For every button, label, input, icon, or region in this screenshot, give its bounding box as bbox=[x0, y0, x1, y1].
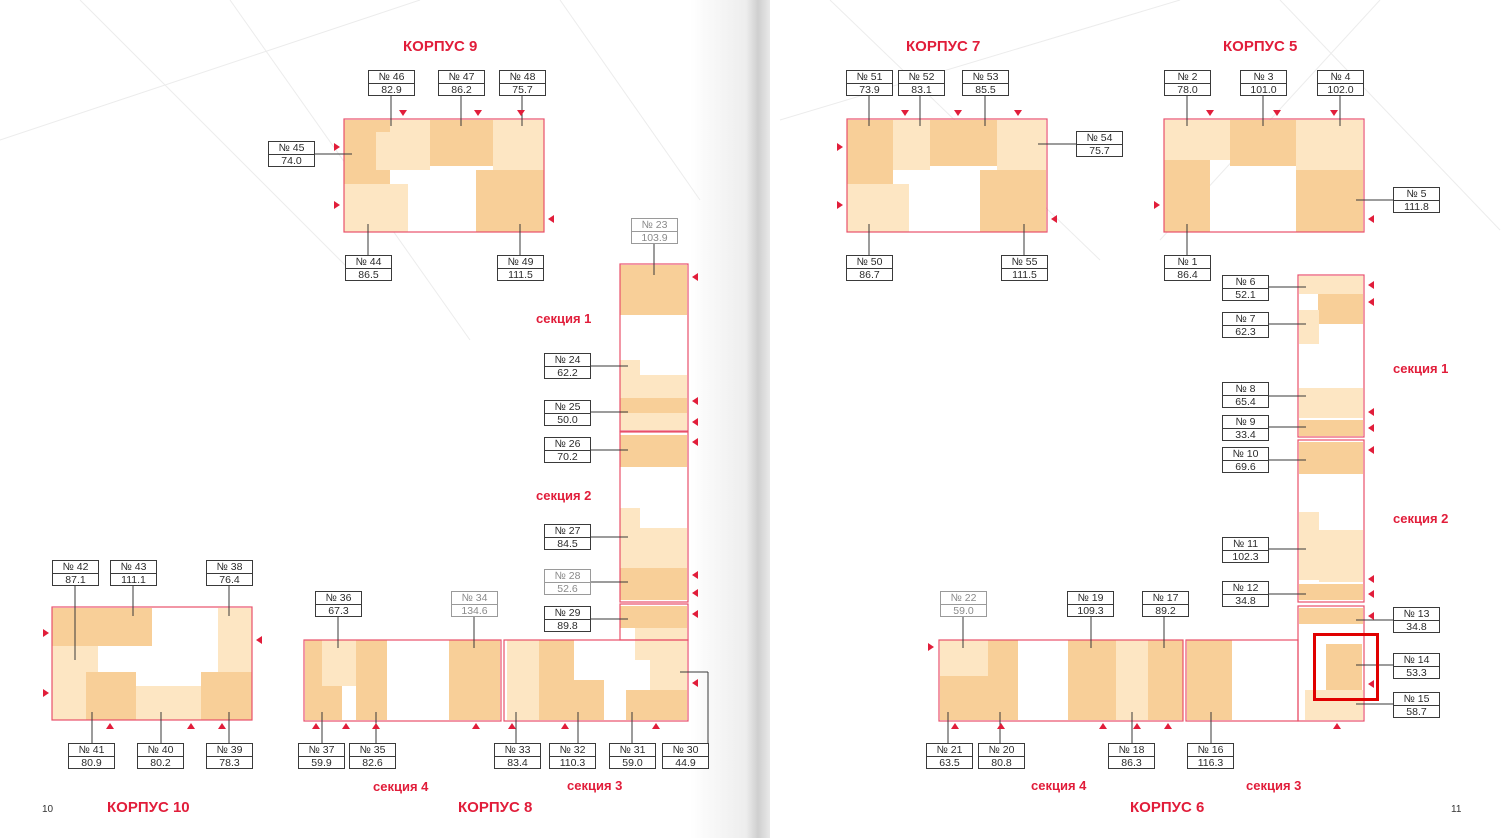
apartment-label-3[interactable]: № 3 101.0 bbox=[1240, 70, 1287, 96]
building-8-section-3: секция 3 bbox=[567, 778, 623, 793]
apartment-label-38[interactable]: № 38 76.4 bbox=[206, 560, 253, 586]
building-7-plan bbox=[846, 118, 1048, 233]
apartment-label-30[interactable]: № 30 44.9 bbox=[662, 743, 709, 769]
apartment-label-42[interactable]: № 42 87.1 bbox=[52, 560, 99, 586]
apartment-label-14[interactable]: № 14 53.3 bbox=[1393, 653, 1440, 679]
apartment-label-54[interactable]: № 54 75.7 bbox=[1076, 131, 1123, 157]
apartment-label-51[interactable]: № 51 73.9 bbox=[846, 70, 893, 96]
building-10-title: КОРПУС 10 bbox=[107, 799, 190, 816]
apartment-label-26[interactable]: № 26 70.2 bbox=[544, 437, 591, 463]
apartment-label-12[interactable]: № 12 34.8 bbox=[1222, 581, 1269, 607]
apartment-label-7[interactable]: № 7 62.3 bbox=[1222, 312, 1269, 338]
apartment-label-53[interactable]: № 53 85.5 bbox=[962, 70, 1009, 96]
apartment-label-34[interactable]: № 34 134.6 bbox=[451, 591, 498, 617]
apartment-label-27[interactable]: № 27 84.5 bbox=[544, 524, 591, 550]
building-10-plan bbox=[51, 606, 253, 721]
apartment-label-45[interactable]: № 45 74.0 bbox=[268, 141, 315, 167]
building-6-section-3: секция 3 bbox=[1246, 778, 1302, 793]
apartment-label-37[interactable]: № 37 59.9 bbox=[298, 743, 345, 769]
apartment-label-17[interactable]: № 17 89.2 bbox=[1142, 591, 1189, 617]
apartment-label-50[interactable]: № 50 86.7 bbox=[846, 255, 893, 281]
apartment-label-49[interactable]: № 49 111.5 bbox=[497, 255, 544, 281]
selected-apartment-highlight bbox=[1313, 633, 1379, 701]
building-6-section-1: секция 1 bbox=[1393, 361, 1449, 376]
building-7-title: КОРПУС 7 bbox=[906, 38, 981, 55]
apartment-label-32[interactable]: № 32 110.3 bbox=[549, 743, 596, 769]
apartment-label-55[interactable]: № 55 111.5 bbox=[1001, 255, 1048, 281]
apartment-label-41[interactable]: № 41 80.9 bbox=[68, 743, 115, 769]
apartment-label-23[interactable]: № 23 103.9 bbox=[631, 218, 678, 244]
apartment-label-28[interactable]: № 28 52.6 bbox=[544, 569, 591, 595]
apartment-label-1[interactable]: № 1 86.4 bbox=[1164, 255, 1211, 281]
apartment-label-24[interactable]: № 24 62.2 bbox=[544, 353, 591, 379]
apartment-label-6[interactable]: № 6 52.1 bbox=[1222, 275, 1269, 301]
apartment-label-44[interactable]: № 44 86.5 bbox=[345, 255, 392, 281]
book-spine bbox=[690, 0, 770, 838]
apartment-label-36[interactable]: № 36 67.3 bbox=[315, 591, 362, 617]
apartment-label-15[interactable]: № 15 58.7 bbox=[1393, 692, 1440, 718]
apartment-label-9[interactable]: № 9 33.4 bbox=[1222, 415, 1269, 441]
building-6-section-2: секция 2 bbox=[1393, 511, 1449, 526]
building-9-plan bbox=[343, 118, 545, 233]
apartment-label-13[interactable]: № 13 34.8 bbox=[1393, 607, 1440, 633]
building-5-plan bbox=[1163, 118, 1365, 233]
building-9-title: КОРПУС 9 bbox=[403, 38, 478, 55]
apartment-label-29[interactable]: № 29 89.8 bbox=[544, 606, 591, 632]
building-8-title: КОРПУС 8 bbox=[458, 799, 533, 816]
apartment-label-48[interactable]: № 48 75.7 bbox=[499, 70, 546, 96]
apartment-label-18[interactable]: № 18 86.3 bbox=[1108, 743, 1155, 769]
building-6-plan bbox=[938, 274, 1365, 722]
building-5-title: КОРПУС 5 bbox=[1223, 38, 1298, 55]
apartment-label-4[interactable]: № 4 102.0 bbox=[1317, 70, 1364, 96]
apartment-label-52[interactable]: № 52 83.1 bbox=[898, 70, 945, 96]
building-8-section-4: секция 4 bbox=[373, 779, 429, 794]
apartment-label-43[interactable]: № 43 111.1 bbox=[110, 560, 157, 586]
building-8-section-2: секция 2 bbox=[536, 488, 592, 503]
apartment-label-47[interactable]: № 47 86.2 bbox=[438, 70, 485, 96]
apartment-label-39[interactable]: № 39 78.3 bbox=[206, 743, 253, 769]
apartment-label-25[interactable]: № 25 50.0 bbox=[544, 400, 591, 426]
page-number-left: 10 bbox=[42, 804, 54, 815]
apartment-label-33[interactable]: № 33 83.4 bbox=[494, 743, 541, 769]
apartment-label-5[interactable]: № 5 111.8 bbox=[1393, 187, 1440, 213]
building-8-plan bbox=[303, 263, 689, 722]
entrance-markers bbox=[43, 110, 1374, 729]
apartment-label-31[interactable]: № 31 59.0 bbox=[609, 743, 656, 769]
apartment-label-19[interactable]: № 19 109.3 bbox=[1067, 591, 1114, 617]
page-number-right: 11 bbox=[1451, 804, 1462, 815]
apartment-label-35[interactable]: № 35 82.6 bbox=[349, 743, 396, 769]
apartment-label-20[interactable]: № 20 80.8 bbox=[978, 743, 1025, 769]
apartment-label-21[interactable]: № 21 63.5 bbox=[926, 743, 973, 769]
building-6-section-4: секция 4 bbox=[1031, 778, 1087, 793]
building-6-title: КОРПУС 6 bbox=[1130, 799, 1205, 816]
apartment-label-40[interactable]: № 40 80.2 bbox=[137, 743, 184, 769]
apartment-label-22[interactable]: № 22 59.0 bbox=[940, 591, 987, 617]
apartment-label-8[interactable]: № 8 65.4 bbox=[1222, 382, 1269, 408]
apartment-label-10[interactable]: № 10 69.6 bbox=[1222, 447, 1269, 473]
apartment-label-46[interactable]: № 46 82.9 bbox=[368, 70, 415, 96]
building-8-section-1: секция 1 bbox=[536, 311, 592, 326]
apartment-label-11[interactable]: № 11 102.3 bbox=[1222, 537, 1269, 563]
apartment-label-16[interactable]: № 16 116.3 bbox=[1187, 743, 1234, 769]
apartment-label-2[interactable]: № 2 78.0 bbox=[1164, 70, 1211, 96]
leader-lines bbox=[74, 96, 1393, 743]
